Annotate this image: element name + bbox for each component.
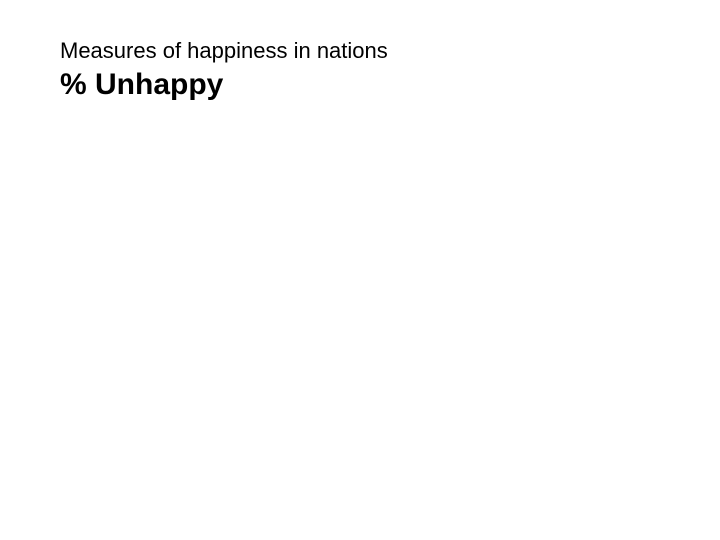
slide-title: % Unhappy	[60, 68, 388, 102]
slide-subtitle: Measures of happiness in nations	[60, 38, 388, 64]
slide-content: Measures of happiness in nations % Unhap…	[60, 38, 388, 102]
